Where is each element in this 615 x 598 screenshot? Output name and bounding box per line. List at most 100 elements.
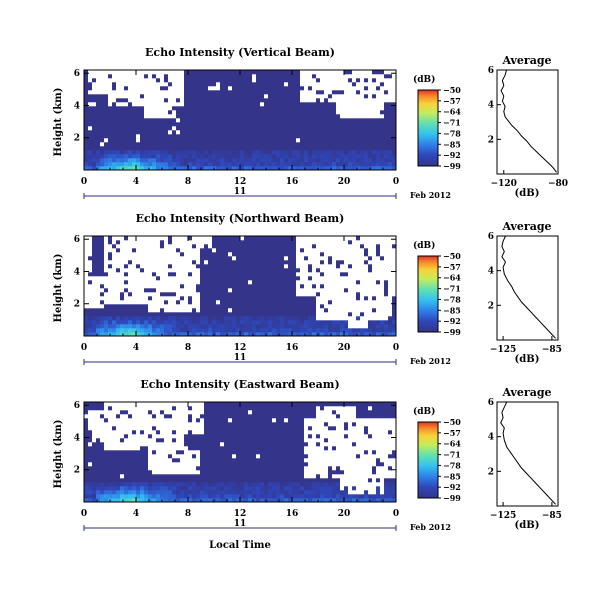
heatmap-cell — [268, 324, 273, 329]
heatmap-cell — [140, 252, 145, 257]
heatmap-cell — [256, 142, 261, 147]
heatmap-cell — [316, 292, 321, 297]
heatmap-cell — [356, 264, 361, 269]
heatmap-cell — [148, 248, 153, 253]
heatmap-cell — [128, 82, 133, 87]
heatmap-cell — [188, 150, 193, 155]
heatmap-cell — [208, 94, 213, 99]
heatmap-cell — [168, 486, 173, 491]
heatmap-cell — [120, 316, 125, 321]
heatmap-cell — [296, 142, 301, 147]
heatmap-cell — [96, 256, 101, 261]
heatmap-cell — [212, 414, 217, 419]
heatmap-cell — [368, 114, 373, 119]
heatmap-cell — [136, 406, 141, 411]
heatmap-cell — [376, 276, 381, 281]
heatmap-cell — [84, 406, 89, 411]
heatmap-cell — [364, 126, 369, 131]
heatmap-cell — [376, 138, 381, 143]
heatmap-cell — [168, 494, 173, 499]
heatmap-cell — [204, 256, 209, 261]
heatmap-cell — [124, 470, 129, 475]
heatmap-cell — [312, 74, 317, 79]
heatmap-cell — [156, 434, 161, 439]
heatmap-cell — [228, 142, 233, 147]
heatmap-cell — [160, 236, 165, 241]
heatmap-cell — [220, 118, 225, 123]
heatmap-cell — [136, 418, 141, 423]
heatmap-cell — [108, 102, 113, 107]
avg-title: Average — [501, 220, 551, 233]
heatmap-cell — [128, 332, 133, 337]
heatmap-cell — [388, 276, 393, 281]
heatmap-cell — [284, 102, 289, 107]
heatmap-cell — [192, 490, 197, 495]
heatmap-cell — [164, 494, 169, 499]
heatmap-cell — [156, 162, 161, 167]
heatmap-cell — [368, 268, 373, 273]
heatmap-cell — [240, 166, 245, 171]
heatmap-cell — [208, 434, 213, 439]
heatmap-cell — [368, 78, 373, 83]
heatmap-cell — [192, 466, 197, 471]
heatmap-cell — [84, 332, 89, 337]
heatmap-cell — [360, 134, 365, 139]
heatmap-cell — [204, 462, 209, 467]
heatmap-cell — [164, 422, 169, 427]
heatmap-cell — [204, 498, 209, 503]
heatmap-cell — [152, 146, 157, 151]
heatmap-cell — [140, 150, 145, 155]
y-axis-label: Height (km) — [53, 254, 64, 323]
heatmap-cell — [100, 244, 105, 249]
heatmap-cell — [244, 110, 249, 115]
heatmap-cell — [196, 122, 201, 127]
heatmap-cell — [272, 312, 277, 317]
heatmap-cell — [380, 236, 385, 241]
heatmap-cell — [236, 130, 241, 135]
heatmap-cell — [320, 82, 325, 87]
heatmap-cell — [104, 90, 109, 95]
heatmap-cell — [164, 260, 169, 265]
heatmap-cell — [128, 162, 133, 167]
heatmap-cell — [280, 300, 285, 305]
heatmap-cell — [180, 438, 185, 443]
heatmap-cell — [176, 272, 181, 277]
heatmap-cell — [116, 418, 121, 423]
heatmap-cell — [128, 462, 133, 467]
heatmap-cell — [128, 240, 133, 245]
heatmap-cell — [112, 166, 117, 171]
heatmap-cell — [168, 98, 173, 103]
heatmap-cell — [276, 106, 281, 111]
heatmap-cell — [256, 86, 261, 91]
heatmap-cell — [124, 142, 129, 147]
heatmap-cell — [108, 122, 113, 127]
heatmap-cell — [240, 110, 245, 115]
heatmap-cell — [164, 248, 169, 253]
heatmap-cell — [252, 312, 257, 317]
heatmap-cell — [116, 482, 121, 487]
heatmap-cell — [280, 98, 285, 103]
heatmap-cell — [236, 260, 241, 265]
heatmap-cell — [168, 248, 173, 253]
heatmap-cell — [128, 328, 133, 333]
heatmap-cell — [372, 154, 377, 159]
heatmap-cell — [268, 122, 273, 127]
heatmap-cell — [244, 292, 249, 297]
heatmap-cell — [96, 312, 101, 317]
heatmap-cell — [104, 118, 109, 123]
heatmap-cell — [204, 276, 209, 281]
heatmap-cell — [88, 268, 93, 273]
heatmap-cell — [100, 284, 105, 289]
heatmap-cell — [164, 236, 169, 241]
heatmap-cell — [88, 276, 93, 281]
heatmap-cell — [164, 280, 169, 285]
heatmap-cell — [104, 260, 109, 265]
heatmap-cell — [116, 308, 121, 313]
heatmap-cell — [136, 98, 141, 103]
heatmap-cell — [256, 138, 261, 143]
heatmap-cell — [176, 300, 181, 305]
heatmap-cell — [368, 328, 373, 333]
heatmap-cell — [196, 276, 201, 281]
y-tick-label: 2 — [74, 134, 80, 144]
heatmap-cell — [348, 300, 353, 305]
